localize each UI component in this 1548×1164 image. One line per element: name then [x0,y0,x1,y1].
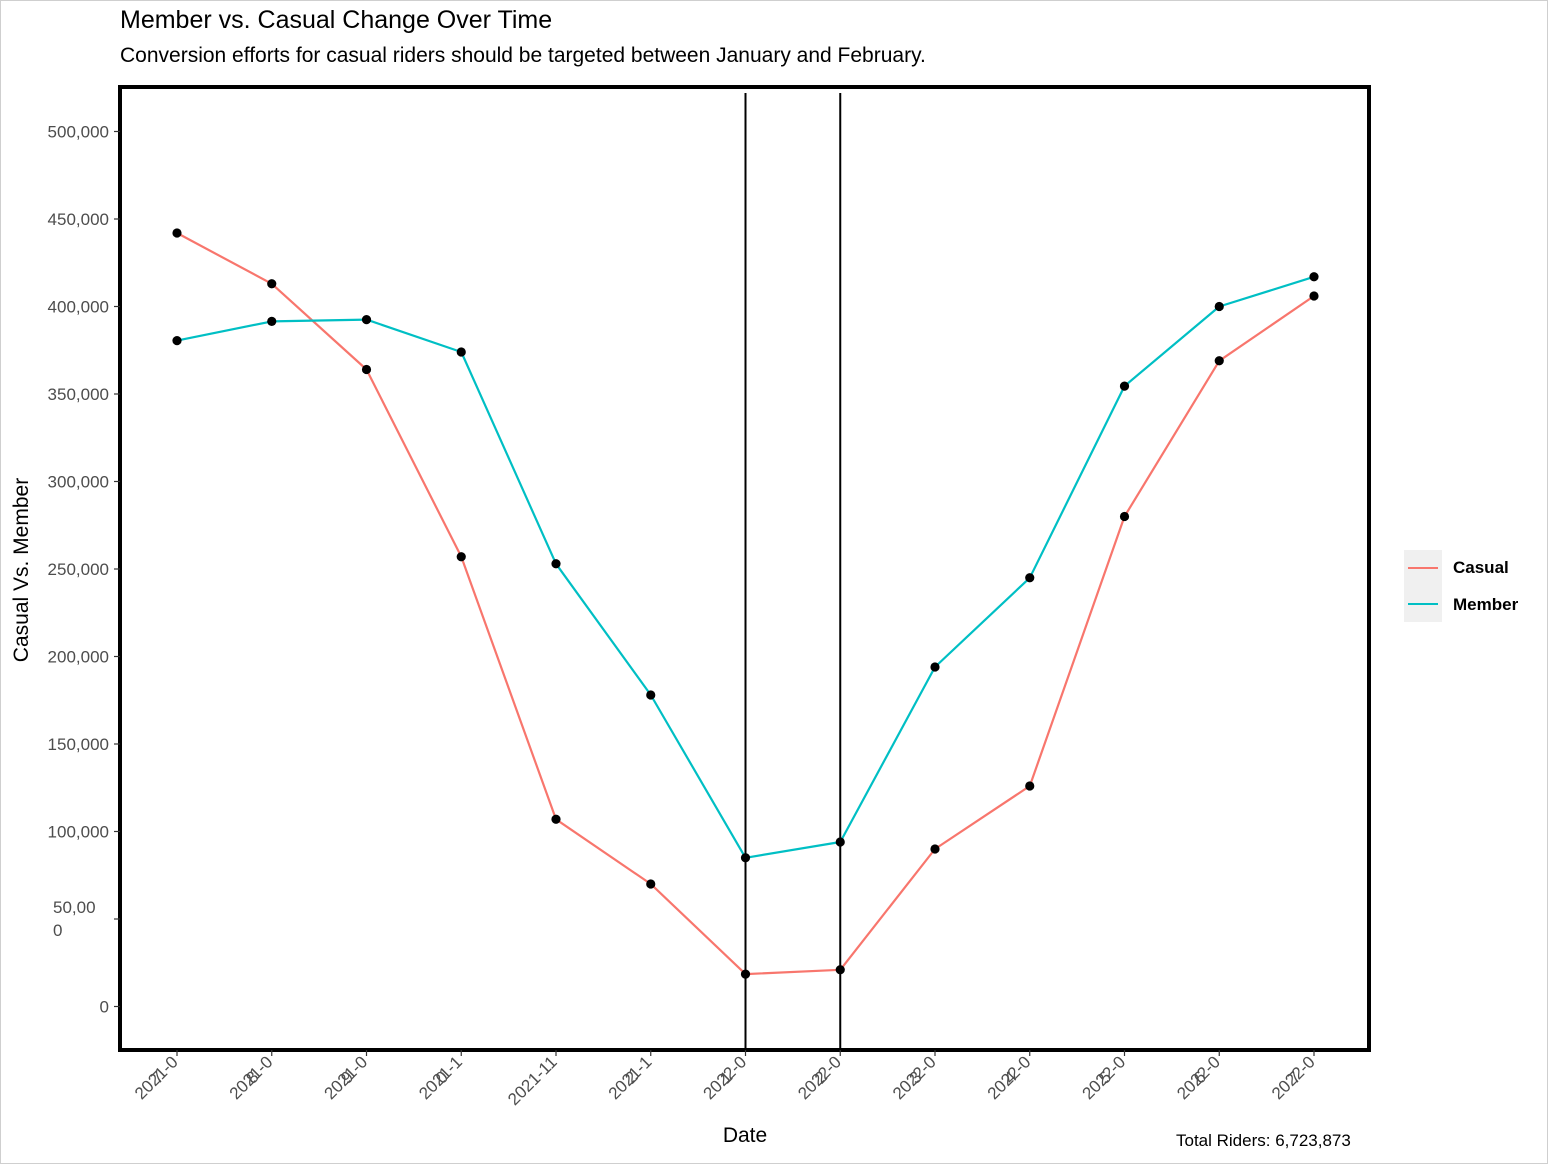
y-tick-label: 300,000 [48,473,109,492]
data-point-casual [740,969,751,979]
legend-key-member [1404,586,1442,622]
data-point-member [1309,272,1319,282]
y-tick-label: 450,000 [48,210,109,229]
legend: Casual Member [1404,548,1542,624]
data-point-casual [361,364,372,375]
x-tick-label: 2021-11 [504,1052,561,1109]
y-tick-label: 200,000 [48,648,109,667]
data-point-casual [456,552,466,562]
data-point-member [172,336,182,346]
data-point-casual [172,228,182,238]
data-point-member [740,853,751,863]
data-point-casual [646,879,656,889]
data-point-member [835,837,845,847]
y-tick-label: 500,000 [48,123,109,142]
data-point-member [1214,301,1224,312]
y-tick-label: 400,000 [48,298,109,317]
legend-key-casual [1404,550,1442,586]
data-point-casual [1025,781,1035,791]
data-point-casual [1309,291,1319,301]
legend-swatch-casual [1408,567,1438,569]
data-point-member [267,316,277,326]
y-tick-label: 350,000 [48,385,109,404]
data-point-casual [551,814,561,824]
total-riders-caption: Total Riders: 6,723,873 [1176,1131,1351,1150]
data-point-member [930,662,940,672]
chart-subtitle: Conversion efforts for casual riders sho… [120,44,926,67]
data-point-member [551,559,561,569]
data-point-casual [930,844,940,854]
data-point-member [456,347,466,357]
data-point-member [361,315,372,325]
y-tick-label: 0 [100,998,109,1017]
data-point-casual [1119,511,1130,522]
legend-swatch-member [1408,603,1438,605]
data-point-member [646,690,656,700]
x-axis-label: Date [722,1124,768,1147]
legend-label-member: Member [1453,595,1519,614]
data-point-casual [835,965,845,975]
chart-title: Member vs. Casual Change Over Time [120,6,553,34]
y-tick-label: 50,00 [53,898,96,917]
y-tick-label: 150,000 [48,735,109,754]
data-point-member [1025,573,1035,583]
legend-label-casual: Casual [1453,558,1509,577]
y-tick-label: 100,000 [48,823,109,842]
data-point-casual [1214,356,1224,366]
y-tick-label: 250,000 [48,560,109,579]
y-tick-label: 0 [53,921,62,940]
data-point-member [1119,381,1130,391]
data-point-casual [267,279,277,289]
